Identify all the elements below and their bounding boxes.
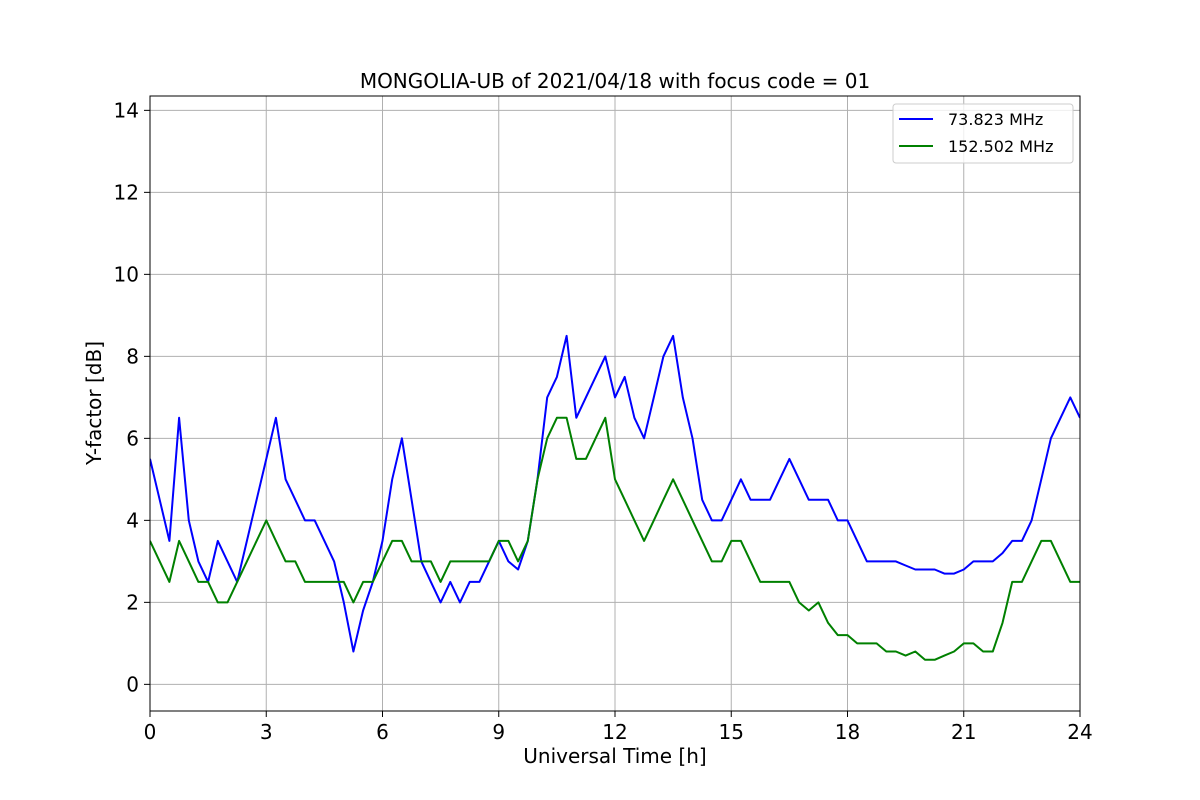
x-tick-label: 3 <box>260 720 273 744</box>
y-tick-label: 0 <box>126 672 139 696</box>
series-group <box>150 334 1080 661</box>
x-tick-label: 15 <box>719 720 744 744</box>
y-axis: 0 2 4 6 8 10 12 14 <box>114 98 150 696</box>
x-axis-label: Universal Time [h] <box>523 744 706 768</box>
y-tick-label: 14 <box>114 98 139 122</box>
x-tick-label: 9 <box>492 720 505 744</box>
y-tick-label: 4 <box>126 508 139 532</box>
x-tick-label: 0 <box>144 720 157 744</box>
x-tick-label: 6 <box>376 720 389 744</box>
x-axis: 0 3 6 9 12 15 18 21 24 <box>144 711 1093 744</box>
y-tick-label: 10 <box>114 262 139 286</box>
x-tick-label: 18 <box>835 720 860 744</box>
y-tick-label: 2 <box>126 590 139 614</box>
legend-label-series-2: 152.502 MHz <box>948 137 1053 156</box>
chart-title: MONGOLIA-UB of 2021/04/18 with focus cod… <box>360 69 870 93</box>
legend-label-series-1: 73.823 MHz <box>948 110 1043 129</box>
legend: 73.823 MHz 152.502 MHz <box>892 103 1074 164</box>
series-line-2 <box>150 416 1080 661</box>
y-tick-label: 8 <box>126 344 139 368</box>
y-tick-label: 6 <box>126 426 139 450</box>
series-line-1 <box>150 334 1080 653</box>
x-tick-label: 12 <box>602 720 627 744</box>
legend-box <box>892 103 1074 164</box>
x-tick-label: 24 <box>1067 720 1092 744</box>
y-axis-label: Y-factor [dB] <box>82 341 106 466</box>
y-tick-label: 12 <box>114 180 139 204</box>
x-tick-label: 21 <box>951 720 976 744</box>
plot-area <box>150 334 1080 661</box>
grid <box>149 96 1081 711</box>
